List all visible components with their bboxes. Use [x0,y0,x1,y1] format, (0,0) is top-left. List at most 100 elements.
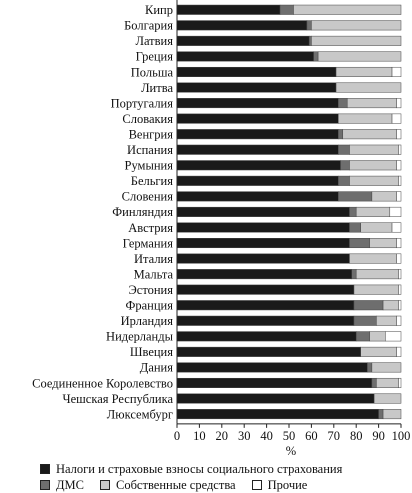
bar-segment-taxes [176,269,352,280]
category-label: Венгрия [129,127,174,141]
category-label: Бельгия [131,174,173,188]
bar-segment-own-funds [349,160,397,171]
bar-segment-own-funds [369,238,397,249]
category-label: Кипр [145,3,173,17]
x-tick-label: 80 [350,429,363,443]
bar-segment-taxes [176,4,281,15]
bar-segment-taxes [176,409,379,420]
legend-swatch-dms [40,480,50,490]
bar-segment-taxes [176,346,361,357]
bar-segment-dms [279,4,294,15]
bar-segment-own-funds [293,4,402,15]
category-label: Швеция [130,345,173,359]
bar-segment-dms [308,35,312,46]
legend-item-dms: ДМС [40,477,84,493]
bar-segment-taxes [176,66,337,77]
category-label: Франция [126,299,174,313]
bar-segment-own-funds [360,346,397,357]
legend-label-other: Прочие [267,478,308,492]
category-label: Нидерланды [106,330,174,344]
bar-segment-dms [338,144,350,155]
category-label: Италия [134,252,173,266]
bar-segment-other [396,315,402,326]
category-label: Соединенное Королевство [32,376,173,390]
bar-segment-own-funds [317,51,402,62]
category-label: Польша [131,65,174,79]
category-label: Ирландия [121,314,174,328]
bar-segment-dms [349,238,370,249]
x-tick-label: 100 [392,429,411,443]
legend-row-2: ДМС Собственные средства Прочие [40,477,412,493]
x-tick-label: 30 [238,429,251,443]
category-label: Финляндия [112,205,173,219]
bar-segment-dms [351,269,357,280]
bar-segment-other [396,129,402,140]
legend-row-1: Налоги и страховые взносы социального ст… [40,461,412,477]
bar-segment-own-funds [342,129,397,140]
bar-segment-own-funds [382,409,402,420]
bar-segment-taxes [176,51,314,62]
bar-segment-dms [367,362,373,373]
bar-segment-other [396,191,402,202]
bar-segment-own-funds [376,315,397,326]
legend-item-other: Прочие [251,477,308,493]
bar-segment-own-funds [373,393,402,404]
category-label: Румыния [125,159,174,173]
bar-segment-own-funds [353,284,400,295]
category-label: Австрия [128,221,173,235]
legend-item-own-funds: Собственные средства [99,477,236,493]
bar-segment-taxes [176,144,339,155]
legend-label-taxes: Налоги и страховые взносы социального ст… [56,462,343,476]
bar-segment-taxes [176,82,337,93]
bar-segment-other [398,300,402,311]
bar-segment-taxes [176,284,355,295]
bar-segment-own-funds [335,82,402,93]
bar-segment-dms [349,222,361,233]
bar-segment-taxes [176,191,339,202]
bar-segment-dms [313,51,319,62]
category-label: Дания [140,361,173,375]
bar-segment-taxes [176,362,368,373]
category-label: Германия [123,236,174,250]
bar-segment-other [385,331,402,342]
bar-segment-own-funds [335,66,393,77]
bar-segment-dms [338,175,350,186]
category-label: Чешская Республика [62,392,173,406]
bar-segment-other [391,222,402,233]
bar-segment-dms [338,191,373,202]
x-tick-label: 10 [193,429,206,443]
bar-segment-dms [306,20,312,31]
bar-segment-taxes [176,222,350,233]
category-label: Португалия [111,96,174,110]
bar-segment-taxes [176,175,339,186]
bar-segment-other [398,269,402,280]
bar-segment-own-funds [349,253,397,264]
legend: Налоги и страховые взносы социального ст… [40,461,412,493]
category-label: Болгария [124,19,173,33]
bar-segment-dms [353,300,384,311]
bar-segment-own-funds [349,175,400,186]
bar-segment-other [391,66,402,77]
category-label: Эстония [129,283,174,297]
bar-segment-taxes [176,300,355,311]
bar-segment-own-funds [349,144,400,155]
bar-segment-taxes [176,129,339,140]
x-tick-label: 90 [372,429,385,443]
category-label: Мальта [134,267,174,281]
bar-segment-dms [338,98,348,109]
x-tick-label: 60 [305,429,318,443]
bar-segment-own-funds [311,20,402,31]
legend-item-taxes: Налоги и страховые взносы социального ст… [40,461,342,477]
bar-segment-taxes [176,393,375,404]
bar-segment-other [398,377,402,388]
bar-segment-dms [338,129,344,140]
bar-segment-taxes [176,253,350,264]
bar-segment-taxes [176,206,350,217]
bar-segment-dms [353,315,377,326]
category-label: Литва [141,81,173,95]
bars-group [176,4,402,420]
legend-swatch-taxes [40,464,50,474]
bar-segment-taxes [176,377,373,388]
bar-segment-dms [355,331,370,342]
